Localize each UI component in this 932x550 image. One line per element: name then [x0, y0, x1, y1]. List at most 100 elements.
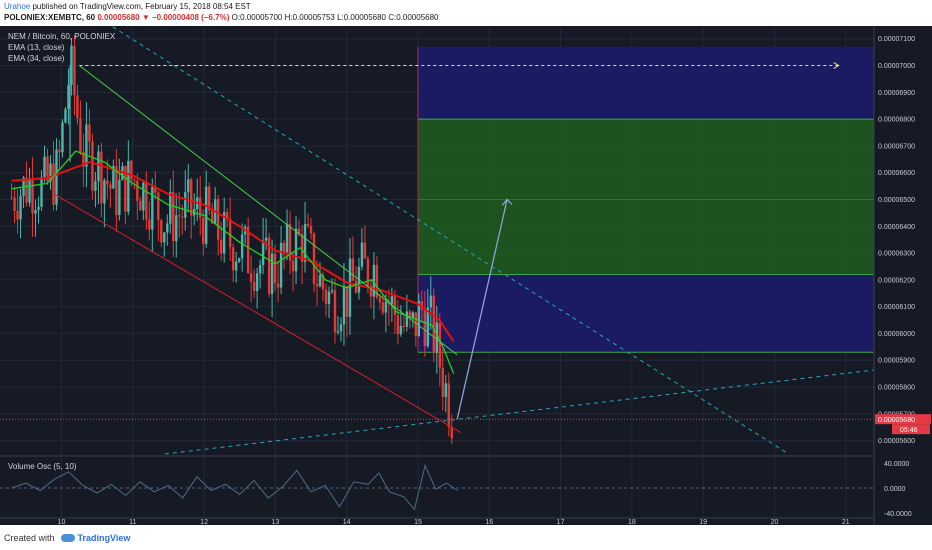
candle-body — [423, 310, 427, 347]
dashed-uptrend-line — [164, 367, 889, 455]
candle-body — [73, 45, 76, 96]
candle-body — [306, 224, 310, 227]
candle-body — [378, 297, 382, 303]
dashed-downtrend-line — [110, 26, 790, 455]
candle-body — [118, 179, 121, 216]
candle-body — [441, 367, 444, 397]
candle-body — [288, 224, 292, 261]
ema13-line — [11, 150, 455, 374]
last-price-badge-label: 0.00005680 — [878, 417, 915, 424]
candle-body — [28, 179, 31, 203]
candle-body — [127, 160, 130, 212]
candle-body — [106, 180, 109, 185]
candle-body — [94, 181, 97, 191]
candle-body — [160, 220, 163, 243]
candle-body — [64, 109, 67, 123]
candle-body — [447, 383, 450, 428]
candle-body — [261, 240, 265, 266]
candle-body — [300, 234, 304, 262]
price-tick-label: 0.00006600 — [878, 170, 915, 177]
x-tick-label: 21 — [842, 519, 850, 525]
tradingview-logo[interactable]: TradingView — [60, 533, 130, 543]
candle-body — [360, 242, 364, 267]
candle-body — [291, 260, 295, 272]
legend-ema13[interactable]: EMA (13, close) — [8, 43, 65, 52]
legend-ema34[interactable]: EMA (34, close) — [8, 54, 65, 63]
candle-body — [252, 281, 256, 291]
candle-body — [148, 219, 151, 230]
candle-body — [181, 216, 184, 218]
candle-body — [249, 273, 253, 282]
candle-body — [67, 85, 70, 110]
candle-body — [133, 179, 136, 181]
candles-group — [10, 35, 453, 445]
x-tick-label: 11 — [129, 519, 136, 525]
candle-body — [438, 322, 441, 368]
candle-body — [405, 311, 409, 327]
candle-body — [390, 296, 394, 305]
publish-line: Urahoe published on TradingView.com, Feb… — [4, 2, 251, 11]
candle-body — [372, 264, 376, 297]
candle-body — [145, 182, 148, 220]
candle-body — [279, 242, 283, 288]
candle-body — [297, 228, 301, 235]
candle-body — [342, 285, 346, 325]
symbol-label: POLONIEX:XEMBTC, 60 — [4, 13, 96, 22]
candle-body — [276, 283, 280, 288]
candle-body — [112, 166, 115, 189]
candle-body — [97, 151, 100, 182]
candle-body — [420, 300, 424, 311]
candle-body — [336, 331, 340, 333]
candle-body — [88, 124, 91, 142]
candle-body — [79, 118, 82, 152]
candle-body — [49, 163, 52, 182]
candle-body — [52, 163, 55, 205]
candle-body — [13, 197, 16, 212]
price-tick-label: 0.00006100 — [878, 304, 915, 311]
candle-body — [315, 283, 319, 287]
candle-body — [258, 265, 262, 274]
legend-volume-osc[interactable]: Volume Osc (5, 10) — [8, 462, 77, 471]
created-with-text: Created with — [4, 533, 55, 543]
osc-tick-label: 0.0000 — [884, 486, 906, 493]
x-tick-label: 20 — [771, 519, 779, 525]
x-tick-label: 10 — [58, 519, 66, 525]
candle-body — [333, 290, 337, 333]
osc-tick-label: -40.0000 — [884, 511, 912, 518]
candle-body — [187, 179, 190, 193]
candle-body — [345, 285, 349, 317]
candle-body — [19, 195, 22, 220]
price-tick-label: 0.00007000 — [878, 63, 915, 70]
price-tick-label: 0.00006800 — [878, 117, 915, 124]
chart-panel[interactable]: 0.00007100 0.00007000 0.00006900 0.00006800… — [0, 26, 932, 525]
price-chart[interactable]: 0.00007100 0.00007000 0.00006900 0.00006800… — [0, 26, 932, 525]
candle-body — [228, 218, 232, 248]
peak-level-arrowhead — [833, 62, 840, 69]
candle-body — [408, 311, 412, 318]
candle-body — [354, 280, 358, 293]
price-axis-bg — [874, 26, 932, 525]
price-tick-label: 0.00006000 — [878, 331, 915, 338]
candle-body — [351, 258, 355, 281]
green-trendline — [78, 65, 458, 356]
candle-body — [417, 300, 421, 337]
author-name[interactable]: Urahoe — [4, 2, 31, 11]
candle-body — [393, 296, 397, 316]
candle-body — [225, 212, 229, 219]
candle-body — [136, 180, 139, 201]
price-tick-label: 0.00006400 — [878, 224, 915, 231]
x-tick-label: 14 — [343, 519, 351, 525]
candle-body — [402, 325, 406, 327]
candle-body — [348, 258, 352, 317]
candle-body — [270, 253, 274, 294]
candle-body — [82, 151, 85, 167]
candle-body — [450, 427, 453, 439]
candle-body — [327, 291, 331, 304]
candle-body — [205, 186, 208, 245]
countdown-label: 05:46 — [900, 427, 918, 434]
candle-body — [381, 302, 385, 313]
price-tick-label: 0.00006900 — [878, 90, 915, 97]
candle-body — [222, 212, 226, 254]
candle-body — [100, 151, 103, 204]
footer: Created with TradingView — [4, 533, 130, 543]
